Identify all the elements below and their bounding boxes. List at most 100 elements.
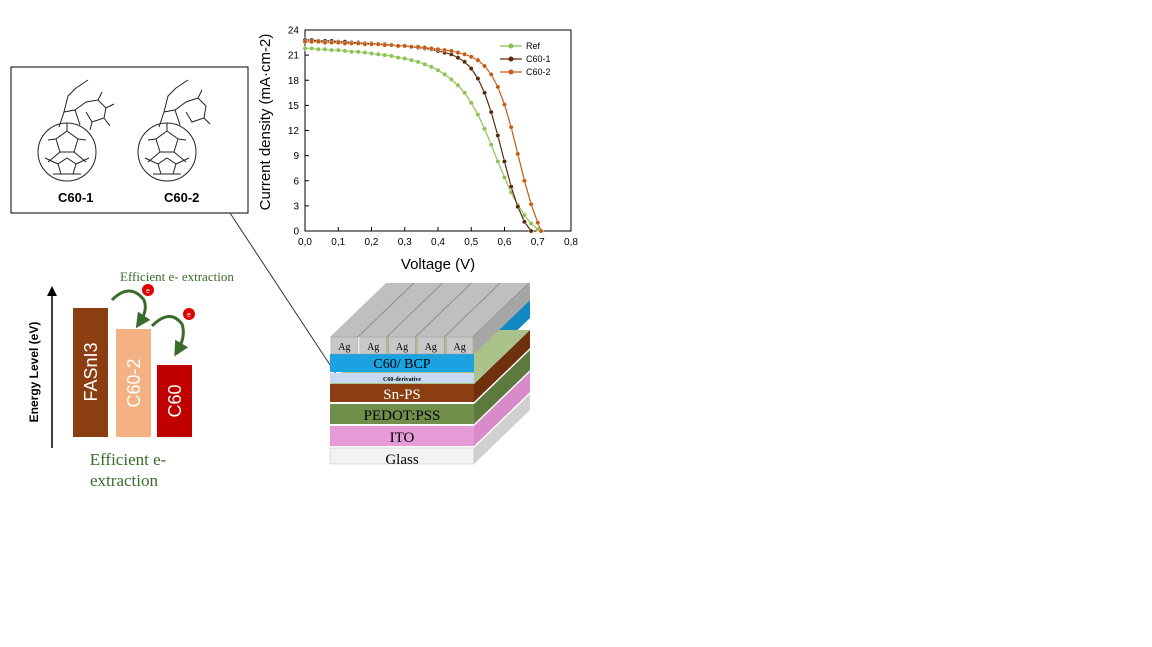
x-tick-label: 0,5 [464,237,478,248]
data-point [482,126,487,132]
ag-groove [357,282,415,338]
data-point [475,112,481,117]
energy-axis-title: Energy Level (eV) [27,322,41,423]
x-tick-label: 0,4 [431,237,445,248]
data-point [408,57,414,63]
y-tick-label: 12 [288,126,300,137]
y-axis-title: Current density (mA·cm-2) [257,34,274,211]
data-point [502,102,507,107]
molecule-1-label: C60-1 [58,190,93,205]
data-point [468,100,474,106]
ito-side [474,372,530,446]
ag-label: Ag [396,342,408,353]
data-point [448,48,454,54]
data-point [538,228,544,234]
snps-side [474,330,530,402]
data-point [442,71,448,77]
energy-diagram: Energy Level (eV) FASnI3 C60-2 C60 Effic… [27,269,234,490]
x-tick-label: 0,8 [564,237,578,248]
layer-glass [329,447,475,465]
data-point [415,44,421,50]
data-point [402,43,408,49]
data-point [322,46,328,52]
data-point [342,48,348,54]
y-tick-label: 18 [288,76,300,87]
data-point [535,220,541,226]
data-point [502,174,507,180]
data-point [508,124,514,130]
data-point [369,41,374,47]
ag-electrode [330,336,359,355]
data-point [335,40,341,45]
series-line-2 [305,41,542,232]
ag-electrode [445,336,474,355]
data-point [389,42,394,48]
data-point [329,47,334,53]
data-point [502,159,507,164]
data-point [428,64,434,70]
molecule-box [10,66,249,214]
x-tick-label: 0,2 [365,237,379,248]
ag-electrode [359,336,387,355]
y-tick-label: 9 [293,151,299,162]
data-point [482,90,487,96]
data-point [515,151,521,157]
jv-chart: 0,0 0,1 0,2 0,3 0,4 0,5 0,6 0,7 0,8 0 3 6 9 12 15 18 21… [257,26,578,274]
electron-icon [183,308,195,320]
ag-label: Ag [338,342,350,353]
label-c60bcp: C60/ BCP [373,357,430,372]
data-point [349,49,354,55]
layer-ito [330,426,474,446]
bar-fasni3-label: FASnI3 [81,342,101,401]
transfer-arrow-1 [110,289,151,329]
ag-groove [386,282,443,338]
data-point [475,57,481,63]
legend-marker [508,56,514,62]
data-point [362,41,368,47]
data-point [309,46,315,51]
glass-side [474,394,530,464]
legend-marker [508,69,514,75]
data-point [488,109,494,115]
x-tick-label: 0,1 [331,237,345,248]
ag-groove [415,282,472,338]
legend-label: Ref [526,41,541,51]
label-snps: Sn-PS [383,387,421,403]
device-stack: Ag Ag Ag Ag Ag Glass ITO PEDOT:PSS Sn-PS C60… [329,282,530,468]
y-tick-label: 24 [288,26,300,37]
layer-pedot [330,404,474,424]
data-point [315,46,321,52]
data-point [475,76,481,81]
data-point [349,41,354,46]
y-tick-label: 0 [293,227,299,238]
data-point [448,77,454,82]
data-point [322,40,328,45]
data-point [302,46,308,51]
data-point [355,41,361,46]
data-point [488,142,494,148]
data-point [515,204,521,210]
electron-symbol: e [187,312,191,319]
molecule-panel: C60-1 C60-2 [10,66,249,214]
data-point [402,56,408,61]
bar-c60-2-label: C60-2 [124,358,144,407]
molecule-c60-1 [37,79,115,182]
layer-c60bcp [330,354,474,372]
ag-electrodes: Ag Ag Ag Ag Ag [330,282,530,355]
series-line-0 [305,47,542,232]
label-glass: Glass [385,452,418,468]
x-axis-title: Voltage (V) [401,256,475,273]
series-layer [302,37,544,234]
transfer-arrow-2 [150,315,189,357]
electron-symbol: e [146,288,150,295]
bar-c60-2 [116,329,151,437]
data-point [435,46,441,52]
y-tick-label: 21 [288,51,300,62]
data-point [488,71,494,77]
data-point [482,63,487,69]
bar-c60 [157,365,192,437]
energy-axis-arrowhead [47,286,57,296]
data-point [422,45,428,50]
data-point [302,39,308,45]
